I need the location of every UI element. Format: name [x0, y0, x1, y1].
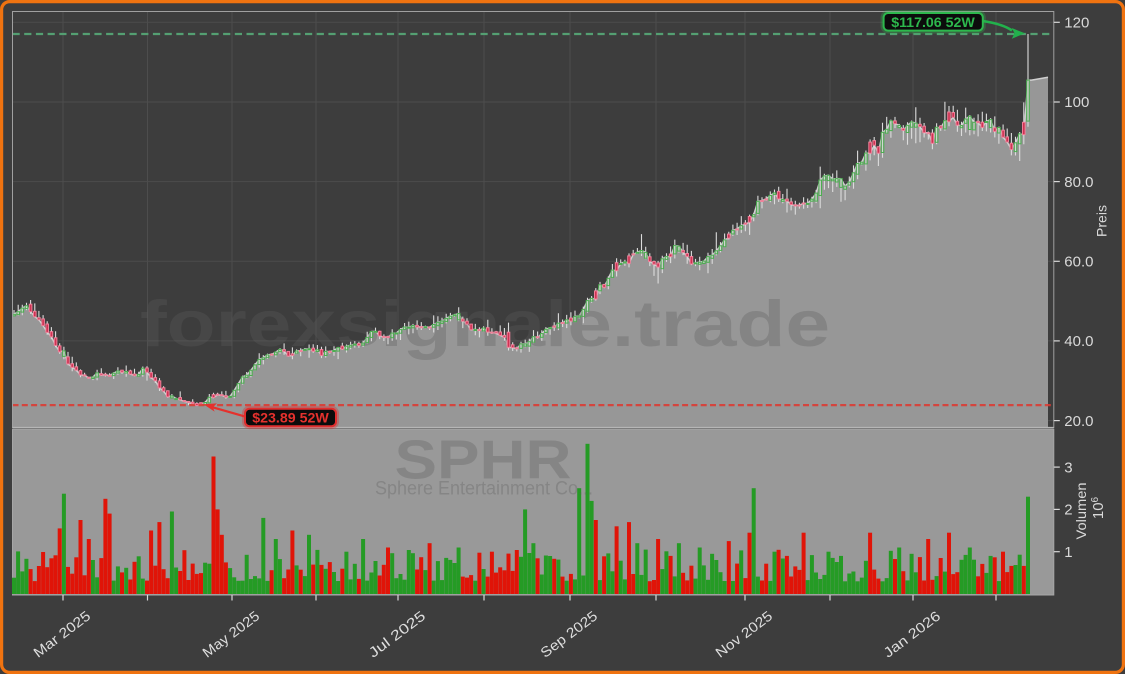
svg-text:80.0: 80.0	[1064, 174, 1093, 191]
svg-text:20.0: 20.0	[1064, 413, 1093, 430]
svg-text:Sphere Entertainment Co...: Sphere Entertainment Co...	[375, 479, 593, 500]
svg-text:1: 1	[1064, 544, 1072, 561]
svg-text:2: 2	[1064, 502, 1072, 519]
svg-text:120: 120	[1064, 15, 1089, 32]
svg-text:40.0: 40.0	[1064, 333, 1093, 350]
svg-text:Volumen: Volumen	[1074, 483, 1089, 540]
svg-text:$117.06 52W: $117.06 52W	[891, 15, 975, 31]
svg-text:100: 100	[1064, 94, 1089, 111]
svg-text:SPHR: SPHR	[395, 429, 572, 491]
svg-text:3: 3	[1064, 459, 1072, 476]
svg-text:forexsignale.trade: forexsignale.trade	[140, 287, 830, 360]
svg-text:60.0: 60.0	[1064, 254, 1093, 271]
svg-text:Preis: Preis	[1095, 205, 1110, 237]
svg-text:$23.89 52W: $23.89 52W	[252, 411, 329, 427]
